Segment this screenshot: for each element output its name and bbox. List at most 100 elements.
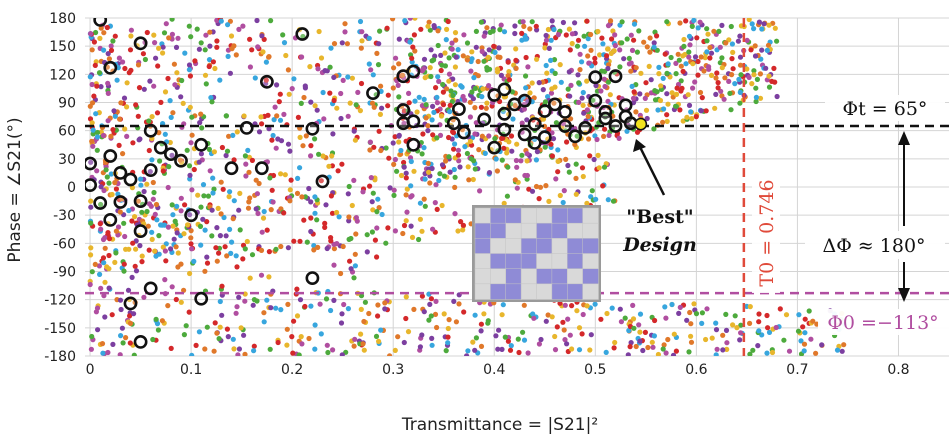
data-point [106, 180, 112, 186]
data-point [214, 225, 220, 231]
data-point [525, 64, 531, 70]
data-point [480, 86, 486, 92]
data-point [168, 246, 174, 252]
data-point [595, 152, 601, 158]
highlighted-design-point [517, 127, 532, 142]
data-point [408, 158, 414, 165]
data-point [153, 55, 159, 61]
data-point [460, 53, 466, 59]
data-point [496, 327, 502, 333]
data-point [410, 44, 416, 50]
data-point [692, 54, 699, 60]
data-point [722, 75, 728, 81]
data-point [89, 269, 95, 275]
data-point [234, 129, 240, 135]
data-point [87, 74, 93, 80]
data-point [328, 193, 334, 199]
data-point [452, 174, 458, 180]
data-point [592, 55, 598, 62]
data-point [174, 230, 180, 236]
data-point [545, 94, 551, 100]
data-point [357, 108, 363, 114]
data-point [118, 100, 124, 106]
data-point [654, 47, 660, 53]
data-point [426, 169, 432, 175]
data-point [681, 43, 687, 50]
data-point [839, 348, 845, 354]
data-point [506, 139, 512, 145]
data-point [417, 200, 423, 206]
data-point [705, 31, 711, 37]
data-point [174, 70, 180, 76]
data-point [523, 85, 529, 91]
data-point [440, 89, 446, 95]
data-point [212, 320, 218, 326]
data-point [586, 60, 592, 66]
data-point [737, 62, 744, 68]
data-point [469, 89, 475, 95]
highlighted-design-point [487, 88, 502, 102]
data-point [715, 85, 721, 91]
data-point [437, 132, 444, 138]
data-point [106, 236, 113, 242]
highlighted-designs [85, 18, 648, 349]
data-point [802, 316, 808, 322]
data-point [196, 159, 202, 165]
data-point [512, 177, 518, 183]
data-point [284, 342, 290, 348]
data-point [331, 74, 337, 80]
data-point [447, 109, 453, 115]
data-point [173, 244, 179, 250]
data-point [688, 339, 695, 345]
highlighted-design-point [497, 82, 512, 97]
data-point [339, 161, 345, 167]
data-point [178, 94, 184, 100]
t0-label: T0 = 0.746 [756, 179, 778, 286]
data-point [175, 35, 181, 41]
data-point [295, 175, 301, 181]
data-point [203, 32, 209, 38]
data-point [732, 313, 738, 319]
highlighted-design-point [103, 149, 118, 163]
data-point [707, 55, 713, 61]
data-point [88, 159, 94, 165]
data-point [475, 73, 481, 79]
data-point [605, 46, 611, 52]
data-point [242, 298, 248, 304]
data-point [387, 353, 393, 356]
data-point [345, 191, 351, 197]
data-point [498, 22, 504, 28]
data-point [438, 67, 444, 74]
data-point [299, 341, 305, 347]
data-point [124, 80, 130, 86]
data-point [191, 258, 197, 264]
data-point [512, 30, 518, 37]
data-point [220, 186, 226, 192]
data-point [118, 306, 124, 313]
data-point [679, 85, 685, 91]
data-point [358, 45, 364, 51]
data-point [631, 325, 637, 331]
data-point [291, 238, 297, 244]
data-point [453, 54, 459, 60]
data-point [217, 298, 223, 305]
data-point [379, 105, 385, 111]
data-point [751, 72, 757, 78]
data-point [88, 198, 94, 204]
data-point [396, 139, 402, 145]
highlighted-design-point [608, 119, 623, 133]
data-point [298, 334, 304, 340]
data-point [409, 55, 415, 61]
data-point [260, 215, 267, 221]
data-point [428, 313, 434, 319]
data-point [555, 31, 562, 38]
data-point [297, 165, 303, 171]
data-point [649, 339, 655, 345]
data-point [149, 229, 155, 235]
data-point [567, 332, 573, 338]
data-point [112, 33, 118, 39]
data-point [90, 143, 96, 149]
data-point [200, 182, 207, 188]
data-point [188, 140, 194, 146]
data-point [237, 227, 243, 233]
